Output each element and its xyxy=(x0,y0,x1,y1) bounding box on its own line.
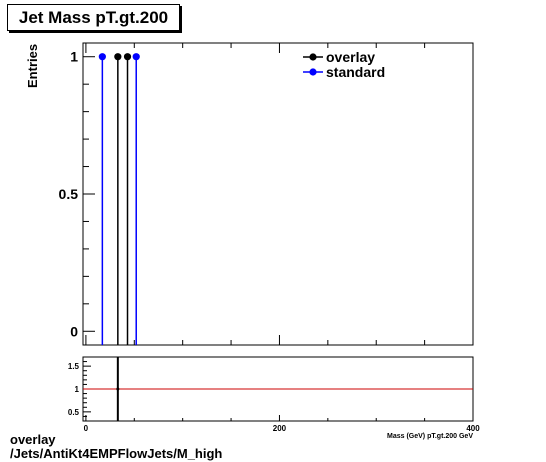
series-standard-point xyxy=(132,53,140,61)
x-tick-label: 200 xyxy=(273,424,287,433)
x-tick-label: 400 xyxy=(466,424,480,433)
legend-overlay-label: overlay xyxy=(326,49,375,65)
ratio-y-tick-label: 1.5 xyxy=(68,362,80,371)
x-tick-label: 0 xyxy=(84,424,89,433)
y-axis-label: Entries xyxy=(25,44,40,88)
legend-overlay-marker xyxy=(309,53,317,61)
y-tick-label: 1 xyxy=(70,49,78,65)
chart-title: Jet Mass pT.gt.200 xyxy=(7,4,180,31)
footer-line-2: /Jets/AntiKt4EMPFlowJets/M_high xyxy=(10,446,223,461)
series-standard-point xyxy=(98,53,106,61)
y-tick-label: 0 xyxy=(70,323,78,339)
legend-standard-marker xyxy=(309,68,317,76)
main-plot-frame xyxy=(82,42,474,346)
series-overlay-point xyxy=(114,53,122,61)
ratio-y-tick-label: 1 xyxy=(75,385,80,394)
series-overlay-point xyxy=(123,53,132,61)
x-axis-label: Mass (GeV) pT.gt.200 GeV xyxy=(387,433,473,440)
ratio-point xyxy=(116,387,120,391)
legend-standard-label: standard xyxy=(326,64,385,80)
footer-line-1: overlay xyxy=(10,432,56,447)
y-tick-label: 0.5 xyxy=(59,186,79,202)
ratio-y-tick-label: 0.5 xyxy=(68,408,80,417)
